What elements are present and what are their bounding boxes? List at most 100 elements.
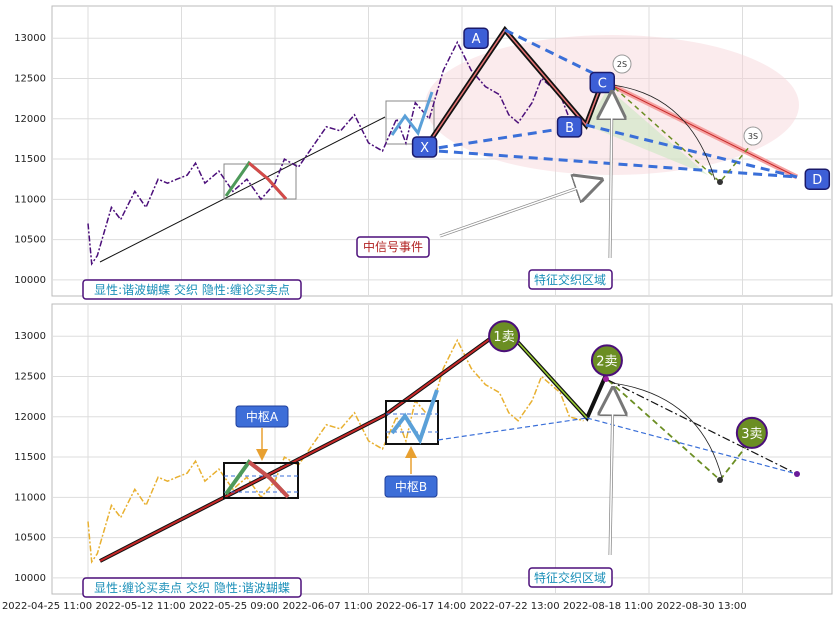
y-tick-label: 11000 (14, 492, 46, 503)
y-tick-label: 10500 (14, 235, 46, 246)
zone-label-box-bottom (528, 567, 613, 588)
y-tick-label: 11500 (14, 452, 46, 463)
y-tick-label: 12500 (14, 372, 46, 383)
top-panel: 10000 10500 11000 11500 12000 12500 13000 X A B C… (14, 5, 833, 300)
bottom-projection-arc (611, 382, 723, 479)
sell-point: 3卖 (735, 416, 768, 449)
point-label: A (472, 32, 481, 47)
harmonic-xabc-overlay (423, 28, 606, 151)
x-tick-label: 2022-05-12 11:00 (95, 601, 185, 612)
top-trend-line (99, 116, 386, 263)
sell-point-label: 2卖 (596, 354, 617, 369)
pivot-b-label: 中枢B (395, 479, 427, 494)
zone-arrow-bottom-inner (609, 391, 614, 556)
x-tick-label: 2022-06-07 11:00 (282, 601, 372, 612)
bottom-plot-area (51, 303, 833, 595)
y-tick-label: 11000 (14, 194, 46, 205)
y-tick-label: 11500 (14, 154, 46, 165)
zone-label-top: 特征交织区域 (534, 272, 606, 287)
point-b: B (556, 116, 583, 138)
y-tick-label: 10000 (14, 275, 46, 286)
bottom-trend-down (504, 327, 588, 419)
pivot-b-box (385, 400, 439, 445)
x-tick-label: 2022-07-22 13:00 (469, 601, 559, 612)
circle-mark-2s-label: 2S (617, 60, 627, 69)
harmonic-bd-dashed (585, 123, 798, 179)
point-a: A (463, 27, 489, 49)
legend-box-top (82, 279, 302, 300)
bottom-grid (52, 304, 832, 594)
circle-mark-3s: 3S (743, 126, 763, 146)
y-tick-label: 10500 (14, 533, 46, 544)
bottom-end-dot (794, 471, 800, 477)
top-price-line (87, 40, 584, 266)
bottom-y-ticks: 10000 10500 11000 11500 12000 12500 13000 (14, 331, 46, 584)
bottom-blue-dashed-2 (586, 417, 798, 475)
point-x: X (411, 136, 438, 158)
pivot-b-label-box (384, 475, 438, 498)
bottom-zigzag-b (390, 389, 439, 445)
bottom-blue-dashed-1 (437, 417, 588, 441)
signal-arrow-inner (439, 180, 599, 237)
harmonic-cd-leg-overlay (604, 81, 798, 178)
pivot-a-label-box (235, 405, 289, 428)
top-y-ticks: 10000 10500 11000 11500 12000 12500 13000 (14, 33, 46, 286)
point-label: C (598, 77, 607, 92)
bottom-zigzag-a-red (247, 460, 290, 499)
sell-point: 1卖 (488, 320, 521, 353)
x-tick-label: 2022-08-30 13:00 (656, 601, 746, 612)
point-label: B (565, 121, 574, 136)
point-label: D (812, 173, 822, 188)
sell-point: 2卖 (590, 344, 623, 377)
zone-label-box-top (528, 269, 613, 290)
point-marker (463, 27, 489, 49)
bottom-projection-black (607, 379, 798, 475)
x-tick-label: 2022-06-17 14:00 (376, 601, 466, 612)
pivot-a-box (223, 462, 299, 499)
zone-label-bottom: 特征交织区域 (534, 570, 606, 585)
y-tick-label: 12000 (14, 412, 46, 423)
sell-point-label: 3卖 (741, 427, 762, 442)
sell-point-marker (488, 320, 521, 353)
legend-label-top: 显性:谐波蝴蝶 交织 隐性:缠论买卖点 (94, 282, 290, 297)
circle-mark-3s-label: 3S (748, 132, 758, 141)
signal-label: 中信号事件 (363, 239, 423, 254)
sell-point-marker (735, 416, 768, 449)
legend-box-bottom (82, 577, 302, 598)
top-projection-dot (717, 179, 723, 185)
bottom-c-dot (603, 376, 609, 382)
bottom-panel: 10000 10500 11000 11500 12000 12500 13000 1卖 2卖… (14, 303, 833, 598)
point-c: C (589, 71, 615, 94)
point-marker (804, 168, 831, 190)
top-pivot-box-2 (385, 100, 435, 145)
legend-label-bottom: 显性:缠论买卖点 交织 隐性:谐波蝴蝶 (94, 580, 290, 595)
harmonic-points: X A B C D (411, 27, 831, 190)
pivot-a-label: 中枢A (246, 409, 279, 424)
top-zigzag-1b (248, 161, 288, 201)
y-tick-label: 12500 (14, 74, 46, 85)
y-tick-label: 12000 (14, 114, 46, 125)
x-tick-label: 2022-05-25 09:00 (189, 601, 279, 612)
signal-label-box (356, 236, 430, 258)
top-zigzag-2 (390, 91, 434, 137)
point-marker (411, 136, 438, 158)
sell-points: 1卖 2卖 3卖 (488, 320, 768, 449)
sell-point-label: 1卖 (493, 330, 514, 345)
circle-mark-3s-ring (743, 126, 763, 146)
zone-arrow-top-inner (609, 95, 613, 259)
point-d: D (804, 168, 831, 190)
circle-mark-2s-ring (612, 54, 632, 74)
bottom-projection-dot (717, 477, 723, 483)
circle-mark-2s: 2S (612, 54, 632, 74)
y-tick-label: 13000 (14, 331, 46, 342)
point-label: X (420, 141, 429, 156)
bottom-price-line (87, 338, 584, 564)
x-tick-label: 2022-04-25 11:00 (2, 601, 92, 612)
point-marker (556, 116, 583, 138)
harmonic-ac-dashed (504, 28, 608, 82)
x-axis-ticks: 2022-04-25 11:00 2022-05-12 11:00 2022-05-… (2, 601, 747, 612)
y-tick-label: 13000 (14, 33, 46, 44)
top-projection-arc (611, 84, 716, 181)
x-tick-label: 2022-08-18 11:00 (563, 601, 653, 612)
